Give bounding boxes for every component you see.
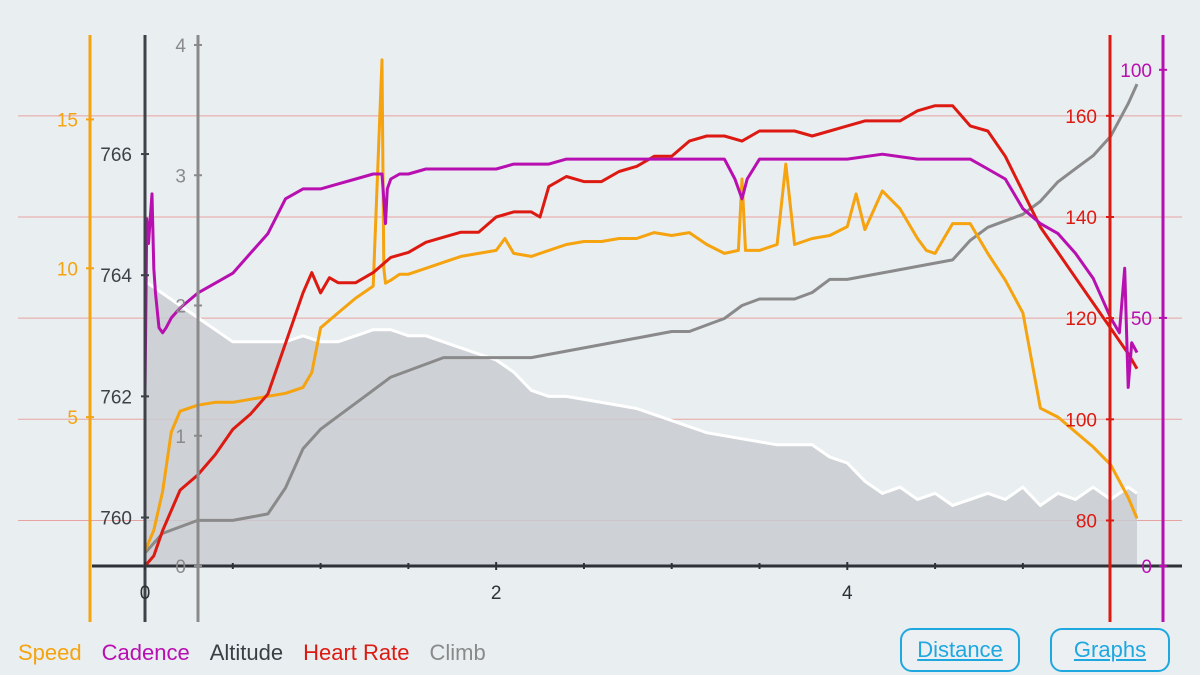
x-tick-label-2: 2 xyxy=(491,583,502,604)
hr-tick-label-140: 140 xyxy=(1065,208,1097,229)
speed-tick-label-10: 10 xyxy=(57,259,78,280)
hr-tick-label-80: 80 xyxy=(1076,511,1097,532)
series-line-climb xyxy=(143,83,1139,555)
hr-tick-label-160: 160 xyxy=(1065,107,1097,128)
series-line-cadence xyxy=(143,152,1139,393)
altitude-tick-label-766: 766 xyxy=(100,145,132,166)
altitude-tick-label-764: 764 xyxy=(100,266,132,287)
x-tick-label-0: 0 xyxy=(140,583,151,604)
legend-heart-rate: Heart Rate xyxy=(303,640,410,665)
legend-cadence: Cadence xyxy=(101,640,190,665)
legend-speed: Speed xyxy=(18,640,82,665)
legend-climb: Climb xyxy=(429,640,486,665)
tick-labels: 0 2 4 5 10 15 760 762 764 766 0 1 2 3 4 80 100 120 140 160 0… xyxy=(57,36,1167,604)
altitude-area xyxy=(145,281,1137,566)
altitude-tick-label-760: 760 xyxy=(100,509,132,530)
axes xyxy=(88,35,1182,622)
climb-tick-label-1: 1 xyxy=(175,427,186,448)
legend-altitude: Altitude xyxy=(209,640,284,665)
speed-tick-label-5: 5 xyxy=(67,408,78,429)
hr-tick-label-100: 100 xyxy=(1065,410,1097,431)
cadence-tick-label-50: 50 xyxy=(1131,309,1152,330)
altitude-outline xyxy=(144,280,1138,508)
climb-tick-label-0: 0 xyxy=(175,557,186,578)
cadence-tick-label-100: 100 xyxy=(1120,61,1152,82)
series-line-heart-rate xyxy=(143,104,1139,567)
graphs-button[interactable]: Graphs xyxy=(1050,628,1170,672)
distance-button[interactable]: Distance xyxy=(900,628,1020,672)
cadence-tick-label-0: 0 xyxy=(1141,557,1152,578)
series-line-speed xyxy=(143,58,1139,552)
hr-tick-label-120: 120 xyxy=(1065,309,1097,330)
climb-tick-label-4: 4 xyxy=(175,36,186,57)
climb-tick-label-3: 3 xyxy=(175,166,186,187)
climb-tick-label-2: 2 xyxy=(175,297,186,318)
speed-tick-label-15: 15 xyxy=(57,110,78,131)
legend: Speed Cadence Altitude Heart Rate Climb xyxy=(18,640,486,666)
series-lines xyxy=(143,58,1139,567)
altitude-tick-label-762: 762 xyxy=(100,387,132,408)
x-tick-label-4: 4 xyxy=(842,583,853,604)
